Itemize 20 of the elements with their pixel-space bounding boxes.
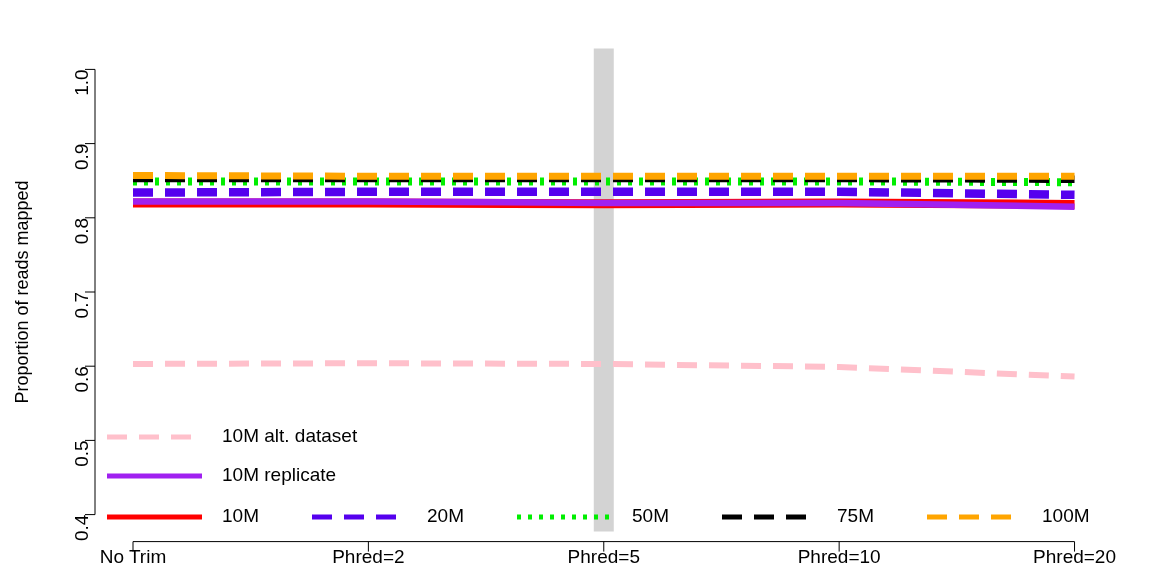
x-tick-label: Phred=5	[567, 546, 640, 568]
y-tick-label: 0.7	[71, 292, 93, 319]
legend-label: 10M alt. dataset	[222, 425, 358, 447]
legend-label: 20M	[427, 505, 464, 527]
y-tick-label: 0.9	[71, 143, 93, 171]
legend-label: 75M	[837, 505, 874, 527]
x-tick-label: No Trim	[99, 546, 167, 568]
y-tick-label: 0.6	[71, 366, 93, 393]
legend-label: 10M replicate	[222, 464, 337, 486]
legend-label: 10M	[222, 505, 259, 527]
y-tick-label: 0.4	[71, 514, 93, 542]
x-tick-label: Phred=10	[797, 546, 881, 568]
y-tick-label: 0.5	[71, 440, 93, 467]
y-tick-label: 0.8	[71, 217, 93, 245]
legend-label: 50M	[632, 505, 669, 527]
x-tick-label: Phred=20	[1033, 546, 1116, 568]
y-tick-label: 1.0	[71, 69, 93, 96]
x-tick-label: Phred=2	[332, 546, 405, 568]
legend-label: 100M	[1042, 505, 1090, 527]
y-axis-title: Proportion of reads mapped	[11, 180, 32, 404]
